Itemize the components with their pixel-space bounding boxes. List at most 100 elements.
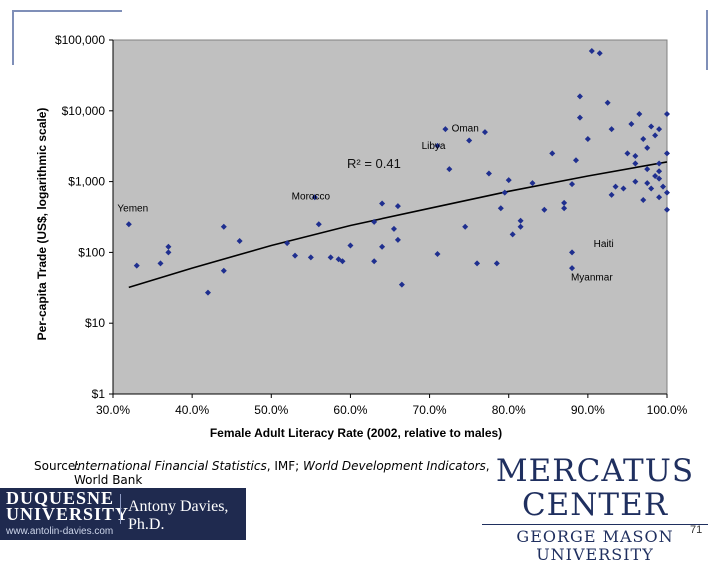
data-point — [220, 223, 227, 230]
gmu-text: GEORGE MASON UNIVERSITY — [516, 527, 674, 564]
data-point — [509, 231, 516, 238]
data-point — [644, 144, 651, 151]
data-point — [434, 250, 441, 257]
country-label: Haiti — [594, 239, 614, 250]
data-point — [664, 206, 670, 213]
data-point — [656, 168, 663, 175]
website-link[interactable]: www.antolin-davies.com — [6, 526, 114, 537]
data-point — [379, 200, 386, 207]
data-point — [236, 237, 243, 244]
data-point — [434, 142, 441, 149]
data-point — [664, 150, 670, 157]
page-number: 71 — [690, 524, 703, 536]
data-point — [125, 221, 132, 228]
data-point — [339, 258, 346, 265]
y-tick-label: $10 — [85, 316, 105, 330]
x-tick-label: 90.0% — [571, 403, 605, 417]
data-point — [442, 126, 449, 133]
data-point — [501, 189, 508, 196]
data-point — [660, 183, 667, 190]
data-point — [204, 289, 211, 296]
data-point — [588, 47, 595, 54]
data-point — [561, 199, 568, 206]
x-tick-label: 60.0% — [333, 403, 367, 417]
data-point — [648, 185, 655, 192]
footer-banner: DUQUESNE UNIVERSITY Antony Davies, Ph.D.… — [0, 488, 246, 540]
data-point — [165, 249, 172, 256]
data-point — [612, 183, 619, 190]
data-point — [644, 166, 651, 173]
data-point — [371, 218, 378, 225]
y-axis-label: Per-capita Trade (US$, logarithmic scale… — [35, 108, 49, 341]
y-tick-label: $1 — [92, 387, 106, 401]
data-point — [394, 236, 401, 243]
data-point — [505, 177, 512, 184]
source-line2: World Bank — [74, 473, 143, 487]
data-point — [327, 254, 334, 261]
data-point — [462, 223, 469, 230]
data-point — [561, 205, 568, 212]
data-point — [656, 194, 663, 201]
data-point — [656, 160, 663, 167]
data-point — [596, 50, 603, 57]
data-point — [632, 152, 639, 159]
data-point — [640, 196, 647, 203]
data-point — [292, 252, 299, 259]
source-ifs: International Financial Statistics — [74, 459, 267, 473]
data-point — [220, 267, 227, 274]
x-tick-label: 70.0% — [413, 403, 447, 417]
x-tick-label: 30.0% — [96, 403, 130, 417]
data-point — [315, 221, 322, 228]
duquesne-university-logo: DUQUESNE UNIVERSITY — [6, 488, 130, 524]
data-point — [517, 217, 524, 224]
data-point — [485, 170, 492, 177]
data-point — [133, 262, 140, 269]
y-tick-label: $100,000 — [55, 33, 105, 47]
data-point — [517, 223, 524, 230]
data-point — [347, 242, 354, 249]
country-label: Oman — [452, 124, 479, 135]
data-point — [624, 150, 631, 157]
source-imf: , IMF; — [266, 459, 303, 473]
logo-divider — [482, 524, 708, 525]
data-point — [652, 172, 659, 179]
data-point — [394, 203, 401, 210]
data-point — [311, 194, 318, 201]
data-point — [466, 137, 473, 144]
mercatus-logo: MERCATUS CENTER GEORGE MASON UNIVERSITY — [482, 454, 708, 564]
source-note: Source:International Financial Statistic… — [34, 459, 490, 487]
data-point — [620, 185, 627, 192]
source-wdi: World Development Indicators — [302, 459, 486, 473]
data-point — [632, 178, 639, 185]
country-labels: Oman Libya Morocco Yemen Haiti Myanmar — [117, 124, 613, 284]
country-label: Morocco — [292, 191, 331, 202]
data-point — [576, 93, 583, 100]
data-point — [648, 123, 655, 130]
data-point — [569, 181, 576, 188]
data-point — [656, 175, 663, 182]
source-comma: , — [485, 459, 490, 473]
data-point — [569, 265, 576, 272]
data-point — [398, 281, 405, 288]
data-point — [474, 260, 481, 267]
data-point — [307, 254, 314, 261]
data-point — [636, 111, 643, 118]
data-point — [572, 157, 579, 164]
data-point — [529, 180, 536, 187]
data-point — [628, 121, 635, 128]
country-label: Myanmar — [571, 273, 613, 284]
trend-line — [128, 161, 668, 289]
x-tick-label: 40.0% — [175, 403, 209, 417]
tick-labels: $1 $10 $100 $1,000 $10,000 $100,000 30.0% 40.0%… — [55, 33, 688, 417]
y-tick-label: $100 — [78, 245, 105, 259]
data-point — [664, 111, 670, 118]
scatter-chart: $1 $10 $100 $1,000 $10,000 $100,000 30.0% 40.0%… — [35, 33, 688, 440]
data-point — [640, 135, 647, 142]
y-tick-label: $1,000 — [68, 175, 105, 189]
country-label: Libya — [422, 141, 446, 152]
data-point — [644, 180, 651, 187]
source-label: Source: — [34, 459, 80, 473]
x-tick-label: 100.0% — [647, 403, 688, 417]
data-point — [549, 150, 556, 157]
mercatus-center-text: MERCATUS CENTER — [495, 453, 695, 523]
